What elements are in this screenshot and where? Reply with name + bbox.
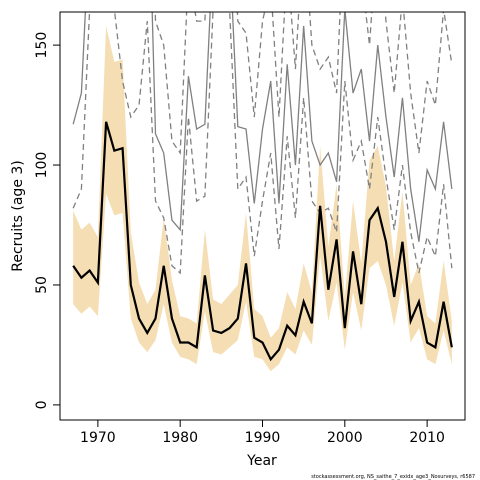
y-tick-label: 0 [34, 400, 50, 409]
series-line [72, 12, 453, 242]
y-tick-label: 50 [34, 276, 50, 294]
y-axis-label: Recruits (age 3) [10, 160, 26, 272]
footnote: stockassessment.org, NS_saithe_7_exidx_a… [311, 474, 475, 480]
plot-area [72, 12, 453, 372]
x-tick-label: 2010 [409, 430, 445, 446]
x-tick-label: 1990 [245, 430, 281, 446]
confidence-band [73, 25, 452, 372]
series-line [72, 121, 453, 362]
y-tick-label: 150 [34, 32, 50, 59]
series-line [72, 12, 453, 275]
x-tick-label: 2000 [327, 430, 363, 446]
x-tick-label: 1970 [80, 430, 116, 446]
x-tick-label: 1980 [162, 430, 198, 446]
x-axis-label: Year [246, 453, 277, 469]
y-tick-label: 100 [34, 152, 50, 179]
